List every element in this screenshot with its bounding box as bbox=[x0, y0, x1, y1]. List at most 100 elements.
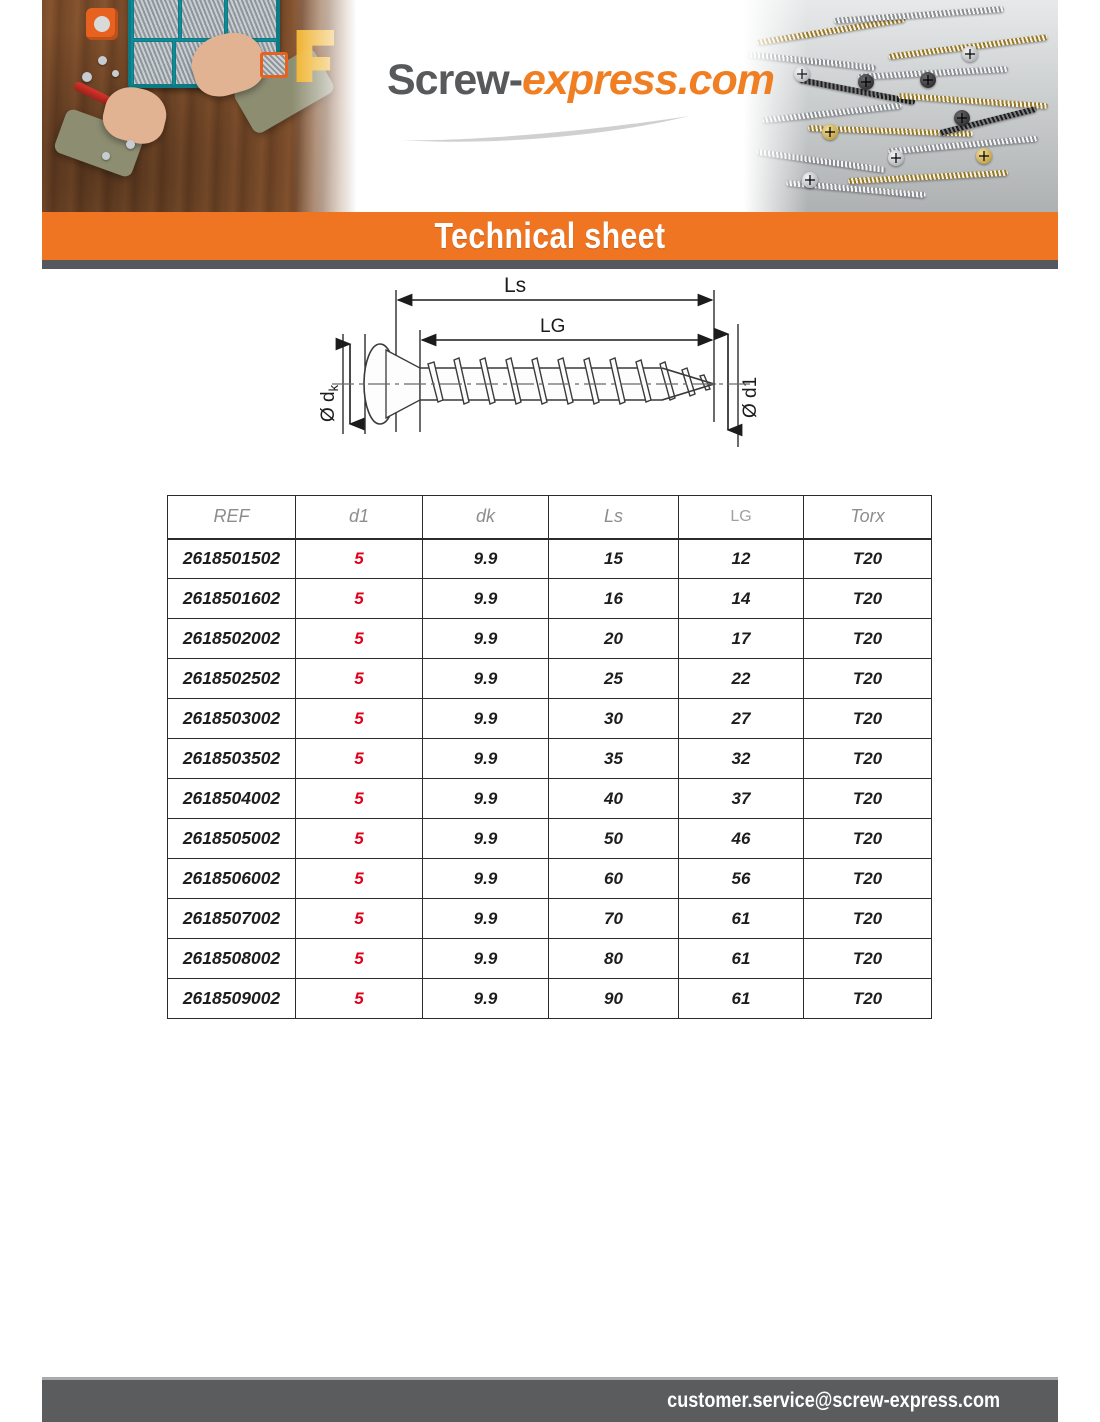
cell-ls: 35 bbox=[548, 738, 679, 779]
table-row: 2618506002 5 9.9 60 56 T20 bbox=[167, 858, 932, 899]
cell-ls: 40 bbox=[548, 778, 679, 819]
cell-dk: 9.9 bbox=[422, 978, 549, 1019]
footer-divider bbox=[42, 1377, 1058, 1380]
site-logo[interactable]: Screw-express.com bbox=[387, 56, 775, 156]
cell-dk: 9.9 bbox=[422, 578, 549, 619]
column-header-dk: dk bbox=[422, 495, 549, 540]
cell-lg: 27 bbox=[678, 698, 804, 739]
column-header-lg: LG bbox=[678, 495, 804, 540]
table-header: REF d1 dk Ls LG Torx bbox=[167, 495, 932, 540]
cell-dk: 9.9 bbox=[422, 898, 549, 939]
cell-d1: 5 bbox=[295, 738, 423, 779]
cell-ref: 2618501602 bbox=[167, 578, 296, 619]
table-row: 2618509002 5 9.9 90 61 T20 bbox=[167, 978, 932, 1019]
yellow-tool-shape bbox=[296, 30, 334, 82]
page-header: Screw-express.com bbox=[42, 0, 1058, 212]
cell-lg: 61 bbox=[678, 978, 804, 1019]
screw-dimension-drawing: Ls LG Ø dk Ø d1 bbox=[310, 272, 810, 462]
label-lg: LG bbox=[540, 316, 565, 337]
cell-torx: T20 bbox=[803, 698, 932, 739]
cell-d1: 5 bbox=[295, 978, 423, 1019]
page-footer: customer.service@screw-express.com bbox=[42, 1380, 1058, 1422]
cell-ref: 2618501502 bbox=[167, 538, 296, 579]
logo-text-secondary: express.com bbox=[522, 56, 775, 104]
table-row: 2618505002 5 9.9 50 46 T20 bbox=[167, 818, 932, 859]
tape-measure bbox=[86, 8, 118, 40]
cell-lg: 32 bbox=[678, 738, 804, 779]
cell-ref: 2618509002 bbox=[167, 978, 296, 1019]
banner-underline bbox=[42, 260, 1058, 269]
cell-dk: 9.9 bbox=[422, 938, 549, 979]
cell-ls: 70 bbox=[548, 898, 679, 939]
logo-swoosh-icon bbox=[401, 116, 689, 142]
cell-torx: T20 bbox=[803, 538, 932, 579]
cell-ls: 25 bbox=[548, 658, 679, 699]
cell-ref: 2618505002 bbox=[167, 818, 296, 859]
table-row: 2618501602 5 9.9 16 14 T20 bbox=[167, 578, 932, 619]
cell-dk: 9.9 bbox=[422, 698, 549, 739]
cell-lg: 46 bbox=[678, 818, 804, 859]
cell-dk: 9.9 bbox=[422, 658, 549, 699]
cell-d1: 5 bbox=[295, 938, 423, 979]
column-header-ref: REF bbox=[167, 495, 296, 540]
cell-ls: 80 bbox=[548, 938, 679, 979]
column-header-d1: d1 bbox=[295, 495, 423, 540]
cell-lg: 12 bbox=[678, 538, 804, 579]
cell-ref: 2618503002 bbox=[167, 698, 296, 739]
page-title: Technical sheet bbox=[434, 215, 666, 256]
cell-d1: 5 bbox=[295, 698, 423, 739]
cell-lg: 61 bbox=[678, 938, 804, 979]
screw-diagram-svg: Ls LG Ø dk Ø d1 bbox=[318, 274, 761, 447]
header-photo-screw-pile bbox=[738, 0, 1058, 212]
table-row: 2618507002 5 9.9 70 61 T20 bbox=[167, 898, 932, 939]
cell-ls: 30 bbox=[548, 698, 679, 739]
cell-d1: 5 bbox=[295, 898, 423, 939]
cell-dk: 9.9 bbox=[422, 818, 549, 859]
cell-torx: T20 bbox=[803, 898, 932, 939]
cell-ref: 2618506002 bbox=[167, 858, 296, 899]
label-ls: Ls bbox=[504, 274, 526, 297]
cell-d1: 5 bbox=[295, 778, 423, 819]
contact-email[interactable]: customer.service@screw-express.com bbox=[667, 1389, 1000, 1412]
table-row: 2618502502 5 9.9 25 22 T20 bbox=[167, 658, 932, 699]
cell-torx: T20 bbox=[803, 618, 932, 659]
cell-lg: 37 bbox=[678, 778, 804, 819]
column-header-torx: Torx bbox=[803, 495, 932, 540]
cell-ls: 16 bbox=[548, 578, 679, 619]
table-row: 2618503502 5 9.9 35 32 T20 bbox=[167, 738, 932, 779]
cell-lg: 22 bbox=[678, 658, 804, 699]
cell-torx: T20 bbox=[803, 978, 932, 1019]
cell-d1: 5 bbox=[295, 578, 423, 619]
technical-sheet-banner: Technical sheet bbox=[42, 212, 1058, 260]
cell-dk: 9.9 bbox=[422, 618, 549, 659]
table-row: 2618501502 5 9.9 15 12 T20 bbox=[167, 538, 932, 579]
cell-ref: 2618507002 bbox=[167, 898, 296, 939]
cell-lg: 61 bbox=[678, 898, 804, 939]
cell-ref: 2618502002 bbox=[167, 618, 296, 659]
cell-dk: 9.9 bbox=[422, 778, 549, 819]
table-row: 2618508002 5 9.9 80 61 T20 bbox=[167, 938, 932, 979]
cell-torx: T20 bbox=[803, 818, 932, 859]
cell-lg: 14 bbox=[678, 578, 804, 619]
label-d1: Ø d1 bbox=[740, 377, 761, 418]
logo-wordmark: Screw-express.com bbox=[387, 56, 775, 105]
specification-table-wrapper: REF d1 dk Ls LG Torx 2618501502 5 9.9 15… bbox=[167, 495, 932, 1019]
cell-lg: 56 bbox=[678, 858, 804, 899]
cell-dk: 9.9 bbox=[422, 738, 549, 779]
logo-text-primary: Screw- bbox=[387, 56, 523, 104]
cell-ls: 20 bbox=[548, 618, 679, 659]
table-row: 2618502002 5 9.9 20 17 T20 bbox=[167, 618, 932, 659]
specification-table: REF d1 dk Ls LG Torx 2618501502 5 9.9 15… bbox=[167, 495, 932, 1019]
cell-ls: 60 bbox=[548, 858, 679, 899]
cell-torx: T20 bbox=[803, 858, 932, 899]
cell-ref: 2618502502 bbox=[167, 658, 296, 699]
cell-torx: T20 bbox=[803, 778, 932, 819]
cell-torx: T20 bbox=[803, 738, 932, 779]
small-orange-parts-box bbox=[260, 52, 288, 78]
cell-ls: 50 bbox=[548, 818, 679, 859]
table-header-row: REF d1 dk Ls LG Torx bbox=[167, 495, 932, 540]
cell-d1: 5 bbox=[295, 618, 423, 659]
cell-ref: 2618504002 bbox=[167, 778, 296, 819]
cell-ref: 2618503502 bbox=[167, 738, 296, 779]
cell-dk: 9.9 bbox=[422, 538, 549, 579]
